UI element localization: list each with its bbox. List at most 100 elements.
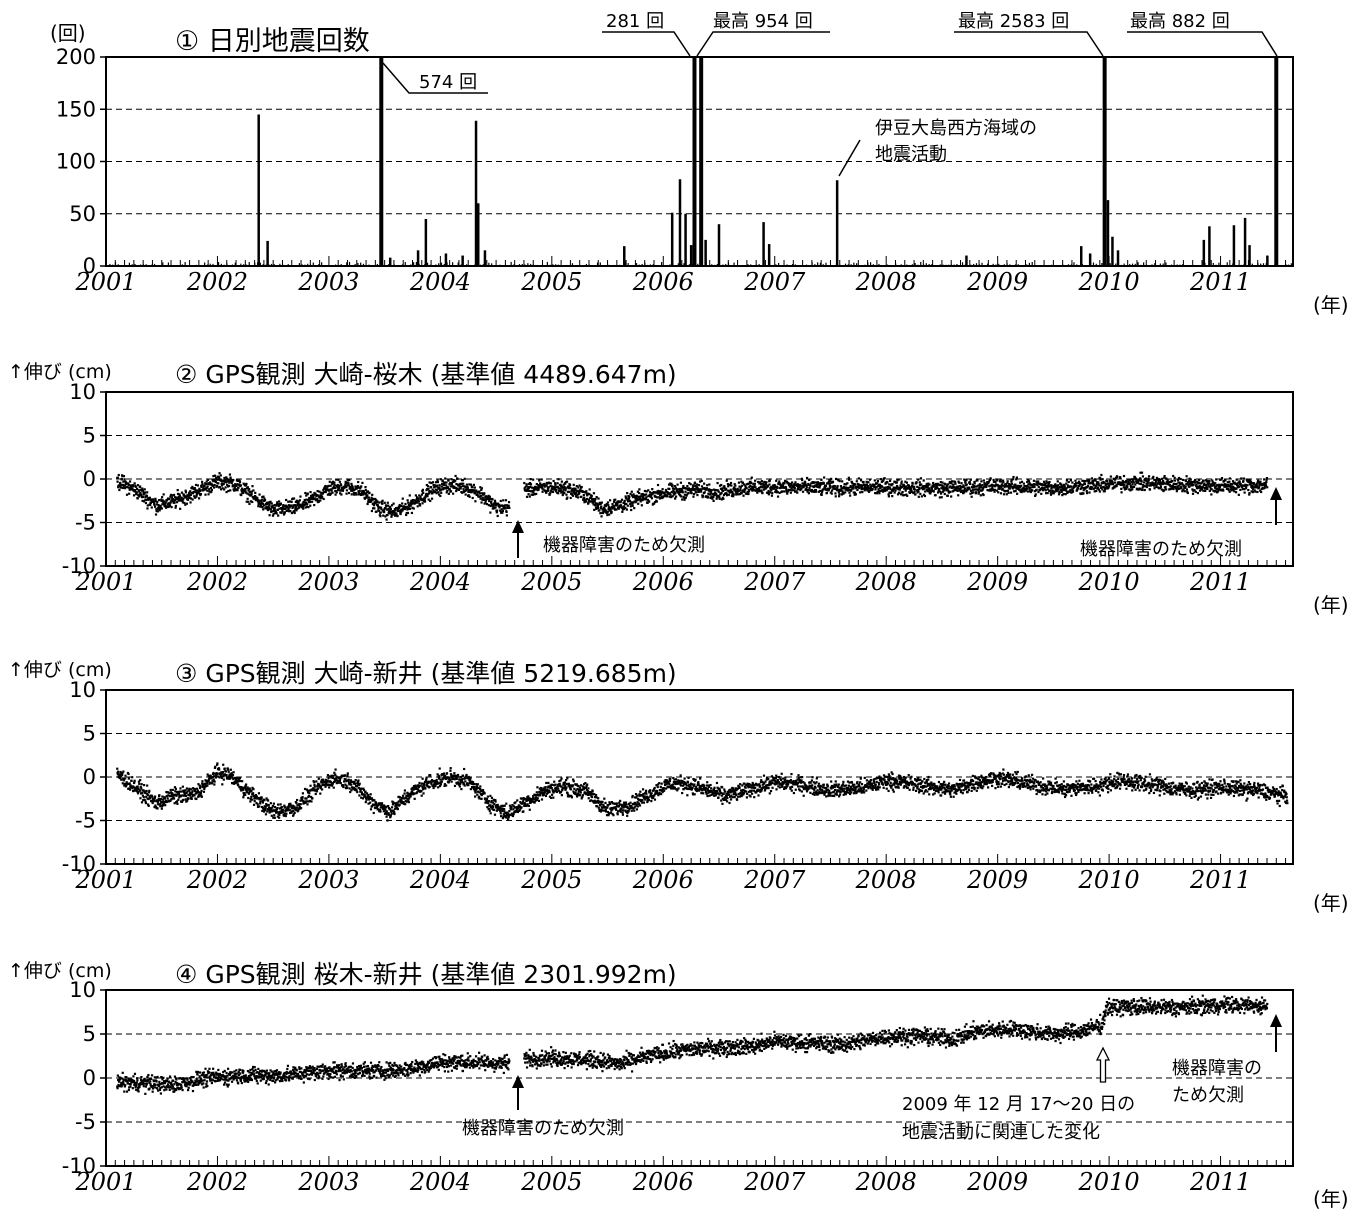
data-point <box>246 497 249 500</box>
data-point <box>947 483 950 486</box>
year-label: 2011 <box>1189 568 1251 596</box>
data-point <box>876 479 879 483</box>
data-point <box>525 489 528 492</box>
data-point <box>1103 481 1106 484</box>
data-point <box>401 508 405 511</box>
data-point <box>286 505 289 508</box>
data-point <box>229 775 232 779</box>
data-point <box>1144 485 1147 488</box>
data-point <box>212 474 215 478</box>
data-point <box>1196 480 1199 483</box>
data-point <box>426 493 429 496</box>
data-point <box>1247 480 1250 484</box>
data-point <box>135 487 139 490</box>
data-point <box>861 490 864 494</box>
data-point <box>183 792 186 796</box>
data-point <box>1145 479 1148 482</box>
data-point <box>981 483 984 487</box>
data-point <box>983 485 986 488</box>
data-point <box>345 492 348 495</box>
data-point <box>940 496 943 499</box>
data-point <box>375 510 378 513</box>
panel2-year-unit: (年) <box>1313 593 1349 617</box>
data-point <box>426 487 429 491</box>
year-label: 2010 <box>1078 568 1140 596</box>
data-point <box>543 484 546 487</box>
data-point <box>494 504 497 507</box>
data-point <box>261 506 264 509</box>
data-point <box>838 480 841 483</box>
data-point <box>1158 487 1161 490</box>
data-point <box>332 480 335 483</box>
data-point <box>1163 475 1166 478</box>
data-point <box>316 489 319 493</box>
data-point <box>535 492 538 495</box>
data-point <box>144 496 147 499</box>
data-point <box>243 786 246 789</box>
data-point <box>121 772 124 775</box>
data-point <box>127 772 130 776</box>
data-point <box>800 477 803 480</box>
data-point <box>1059 486 1062 489</box>
data-point <box>796 491 799 494</box>
data-point <box>336 486 339 489</box>
data-point <box>786 492 789 495</box>
data-point <box>181 794 184 797</box>
data-point <box>819 489 822 493</box>
data-point <box>1088 479 1091 482</box>
data-point <box>211 775 214 779</box>
data-point <box>1082 486 1086 490</box>
data-point <box>1037 490 1040 494</box>
data-point <box>736 487 739 490</box>
data-point <box>125 485 128 489</box>
data-point <box>1113 486 1116 489</box>
data-point <box>324 490 327 494</box>
data-point <box>1192 483 1195 486</box>
data-point <box>197 489 200 492</box>
data-point <box>725 479 728 482</box>
data-point <box>790 481 794 484</box>
data-point <box>668 492 672 495</box>
data-point <box>629 502 632 506</box>
data-point <box>202 790 206 793</box>
data-point <box>215 774 218 777</box>
data-point <box>1204 489 1207 492</box>
data-point <box>257 502 260 506</box>
data-point <box>292 497 296 500</box>
data-point <box>260 498 264 501</box>
data-point <box>267 505 270 508</box>
data-point <box>877 490 880 493</box>
data-point <box>680 488 683 492</box>
data-point <box>994 483 998 486</box>
data-point <box>768 483 771 486</box>
data-point <box>728 489 731 492</box>
data-point <box>166 794 170 797</box>
data-point <box>548 493 551 496</box>
data-point <box>841 487 845 490</box>
data-point <box>862 487 865 490</box>
data-point <box>472 490 475 493</box>
data-point <box>945 489 948 492</box>
data-point <box>1167 480 1170 483</box>
data-point <box>430 486 433 489</box>
data-point <box>416 496 419 499</box>
data-point <box>696 487 699 490</box>
data-point <box>462 488 465 491</box>
data-point <box>712 496 715 499</box>
data-point <box>1178 484 1181 487</box>
data-point <box>753 482 756 485</box>
data-point <box>684 496 687 499</box>
data-point <box>847 486 850 490</box>
data-point <box>744 484 747 487</box>
data-point <box>261 502 265 505</box>
data-point <box>1008 487 1011 490</box>
data-point <box>1202 489 1205 492</box>
data-point <box>1052 490 1055 493</box>
data-point <box>225 776 228 779</box>
data-point <box>1020 480 1024 483</box>
data-point <box>918 481 921 484</box>
data-point <box>282 507 285 511</box>
data-point <box>598 509 601 512</box>
data-point <box>970 495 973 498</box>
data-point <box>773 484 776 487</box>
